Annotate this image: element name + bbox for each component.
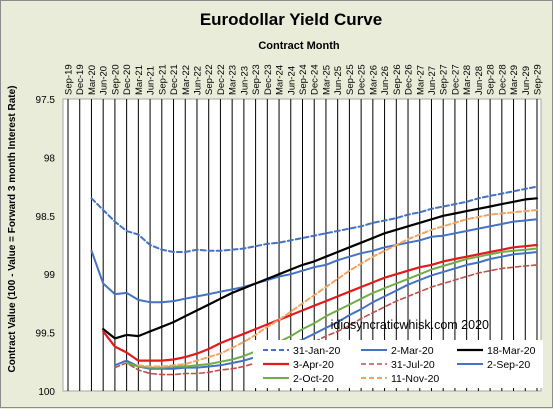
x-tick-label: Jun-28 [474, 66, 485, 95]
x-tick-label: Sep-20 [110, 64, 121, 95]
x-tick-label: Sep-24 [298, 64, 309, 95]
series-line-31-jul-20 [114, 264, 538, 376]
x-tick-label: Dec-28 [497, 64, 508, 95]
x-tick-label: Jun-24 [286, 66, 297, 95]
x-tick-label: Mar-22 [181, 65, 192, 95]
y-axis-ticks: 97.5 98 98.5 99 99.5 100 [36, 95, 56, 398]
chart-title: Eurodollar Yield Curve [200, 10, 382, 29]
y-tick-label: 97.5 [36, 95, 56, 106]
x-tick-label: Sep-23 [251, 64, 262, 95]
x-tick-label: Dec-25 [357, 64, 368, 95]
x-tick-label: Sep-26 [392, 64, 403, 95]
x-tick-label: Dec-19 [75, 64, 86, 95]
series-line-2-sep-20 [113, 251, 538, 370]
series-line-11-nov-20 [137, 209, 538, 368]
x-tick-label: Dec-21 [169, 64, 180, 95]
x-tick-label: Jun-22 [192, 66, 203, 95]
x-tick-label: Mar-28 [462, 65, 473, 95]
x-tick-label: Mar-21 [134, 65, 145, 95]
gridlines [67, 99, 538, 391]
x-tick-label: Dec-22 [216, 64, 227, 95]
series-line-31-jan-20 [90, 185, 538, 253]
series-lines [90, 185, 539, 376]
x-tick-label: Sep-27 [439, 64, 450, 95]
legend-label: 3-Apr-20 [293, 359, 334, 371]
x-tick-label: Sep-21 [157, 64, 168, 95]
y-tick-label: 99 [44, 270, 56, 281]
series-line-2-oct-20 [125, 247, 538, 369]
x-tick-label: Dec-23 [263, 64, 274, 95]
legend-label: 31-Jan-20 [293, 345, 340, 357]
x-tick-label: Mar-26 [368, 65, 379, 95]
x-tick-label: Sep-22 [204, 64, 215, 95]
y-tick-label: 98.5 [36, 212, 56, 223]
legend-label: 18-Mar-20 [487, 345, 536, 357]
x-tick-label: Dec-26 [404, 64, 415, 95]
legend-label: 2-Oct-20 [293, 373, 334, 385]
x-tick-label: Jun-25 [333, 66, 344, 95]
series-line-3-apr-20 [102, 243, 539, 362]
legend-background [253, 340, 543, 388]
x-tick-label: Mar-24 [275, 65, 286, 95]
legend: 31-Jan-20 2-Mar-20 18-Mar-20 3-Apr-20 31-Jul… [263, 345, 536, 385]
y-tick-label: 100 [38, 387, 55, 398]
x-axis-title: Contract Month [258, 40, 340, 52]
legend-label: 2-Mar-20 [391, 345, 434, 357]
series-line-2-mar-20 [90, 218, 538, 304]
x-tick-label: Mar-20 [87, 65, 98, 95]
x-tick-label: Dec-27 [450, 64, 461, 95]
y-tick-label: 98 [44, 153, 56, 164]
watermark-text: idiosyncraticwhisk.com 2020 [331, 318, 489, 332]
x-tick-label: Mar-29 [509, 65, 520, 95]
y-tick-label: 99.5 [36, 329, 56, 340]
x-tick-label: Jun-27 [427, 66, 438, 95]
series-line-18-mar-20 [102, 197, 539, 340]
x-tick-label: Sep-28 [486, 64, 497, 95]
x-tick-label: Dec-24 [310, 64, 321, 95]
x-axis-ticks: Sep-19 Dec-19 Mar-20 Jun-20 Sep-20 Dec-20 Mar-… [64, 64, 544, 95]
legend-label: 2-Sep-20 [487, 359, 530, 371]
x-tick-label: Mar-23 [228, 65, 239, 95]
x-tick-label: Jun-29 [521, 66, 532, 95]
legend-label: 11-Nov-20 [391, 373, 439, 385]
x-tick-label: Jun-23 [239, 66, 250, 95]
x-tick-label: Jun-20 [99, 66, 110, 95]
x-tick-label: Dec-20 [122, 64, 133, 95]
x-tick-label: Jun-21 [146, 66, 157, 95]
legend-label: 31-Jul-20 [391, 359, 435, 371]
y-axis-title: Contract Value (100 - Value = Forward 3 … [7, 85, 18, 372]
x-tick-label: Sep-19 [64, 64, 75, 95]
x-tick-label: Sep-25 [345, 64, 356, 95]
x-tick-label: Jun-26 [380, 66, 391, 95]
x-tick-label: Mar-25 [321, 65, 332, 95]
x-tick-label: Mar-27 [415, 65, 426, 95]
x-tick-label: Sep-29 [533, 64, 544, 95]
